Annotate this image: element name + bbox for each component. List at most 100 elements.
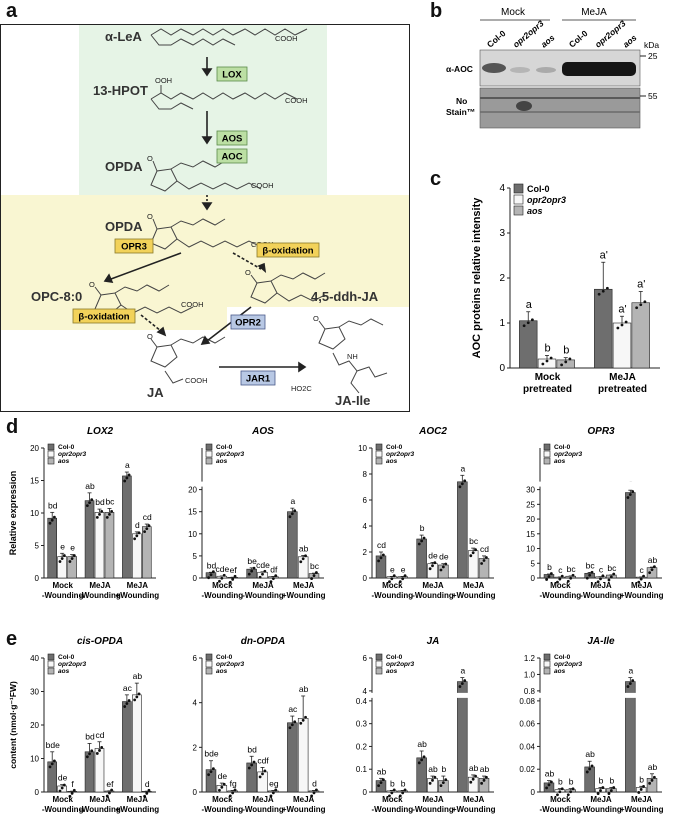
category-label: +Wounding	[452, 591, 496, 600]
data-point	[541, 362, 545, 366]
bar	[287, 722, 298, 793]
data-point	[433, 775, 437, 779]
data-point	[100, 509, 104, 513]
legend-swatch	[375, 450, 383, 458]
svg-text:O: O	[89, 280, 95, 289]
significance-letter: c	[640, 565, 645, 575]
significance-letter: e	[60, 541, 65, 551]
category-label: -Wounding	[242, 591, 284, 600]
data-point	[439, 568, 443, 572]
category-label: MeJA	[252, 581, 274, 590]
data-point	[85, 755, 89, 759]
data-point	[639, 788, 643, 791]
svg-text:COOH: COOH	[251, 181, 274, 190]
significance-letter: b	[547, 562, 552, 572]
data-point	[428, 781, 432, 785]
y-tick-label: 0.08	[519, 697, 535, 706]
significance-letter: be	[247, 556, 257, 566]
legend-swatch	[543, 660, 551, 668]
data-point	[220, 785, 224, 789]
chart-aoc2: 0246810cdbaedebcedecdMock-WoundingMeJA-W…	[358, 426, 496, 600]
significance-letter: de	[439, 552, 449, 562]
legend-swatch	[543, 450, 551, 458]
significance-letter: ab	[299, 543, 309, 553]
data-point	[133, 698, 137, 702]
blot-group-meja: MeJA	[581, 7, 607, 18]
category-label: MeJA	[631, 795, 653, 804]
significance-letter: ab	[428, 764, 438, 774]
category-label: -Wounding	[540, 805, 582, 814]
legend-label: Col-0	[216, 654, 233, 661]
significance-letter: bc	[469, 536, 479, 546]
legend-label: aos	[386, 668, 398, 675]
data-point	[433, 561, 437, 565]
legend-label: opr2opr3	[554, 661, 583, 668]
data-point	[288, 726, 292, 730]
y-tick-label: 20	[30, 444, 39, 453]
category-label: -Wounding	[372, 805, 414, 814]
blot-no-stain-membrane	[479, 87, 641, 129]
data-point	[299, 721, 303, 725]
data-point	[417, 761, 421, 765]
data-point	[274, 788, 278, 792]
data-point	[566, 793, 570, 797]
data-point	[218, 788, 221, 792]
legend-swatch	[205, 450, 213, 458]
y-tick-label: 0	[35, 574, 40, 583]
significance-letter: bde	[46, 740, 60, 750]
data-point	[70, 791, 74, 795]
data-point	[460, 682, 464, 685]
svg-text:COOH: COOH	[185, 376, 208, 385]
y-tick-label: 5	[35, 542, 40, 551]
legend-swatch	[543, 443, 551, 451]
category-label: MeJA	[631, 581, 653, 590]
legend-swatch	[47, 450, 55, 458]
significance-letter: cd	[480, 544, 489, 554]
significance-letter: e	[70, 543, 75, 553]
data-point	[123, 479, 127, 483]
y-axis-label: Relative expression	[8, 471, 18, 556]
legend-swatch	[47, 667, 55, 675]
data-point	[50, 762, 54, 766]
bar	[625, 492, 636, 579]
data-point	[68, 560, 72, 563]
category-label: Mock	[550, 795, 571, 804]
data-point	[642, 785, 645, 788]
category-label: -Wounding	[372, 591, 414, 600]
enzyme-lox: LOX	[222, 70, 242, 81]
data-point	[127, 473, 131, 477]
data-point	[441, 565, 445, 569]
legend-label: aos	[216, 668, 228, 675]
y-tick-label: 15	[188, 508, 197, 517]
svg-text:O: O	[147, 332, 153, 341]
significance-letter: bd	[247, 744, 257, 754]
chart-title: OPR3	[587, 426, 615, 437]
data-point	[110, 788, 114, 792]
data-point	[620, 323, 624, 327]
axis-break	[536, 481, 662, 487]
legend-swatch	[375, 660, 383, 668]
compound-opc-8-0: OPC-8:0	[31, 289, 82, 304]
data-point	[310, 577, 314, 580]
y-tick-label: 2	[499, 273, 505, 284]
data-point	[549, 356, 553, 360]
data-point	[650, 778, 654, 782]
chart-title: JA	[427, 636, 440, 647]
data-point	[125, 702, 129, 705]
category-label: +Wounding	[620, 591, 664, 600]
data-point	[228, 580, 232, 584]
data-point	[48, 765, 52, 769]
blot-kda-25: 25	[648, 51, 658, 61]
significance-letter: bc	[105, 496, 115, 506]
y-tick-label: 3	[499, 228, 505, 239]
data-point	[637, 791, 641, 794]
significance-letter: bd	[48, 500, 58, 510]
data-point	[639, 577, 643, 581]
data-point	[98, 512, 101, 516]
significance-letter: a'	[600, 249, 608, 261]
data-point	[228, 794, 232, 798]
legend-label: opr2opr3	[386, 661, 415, 668]
compound-opda-1: OPDA	[105, 159, 143, 174]
data-point	[439, 784, 443, 788]
significance-letter: cde	[256, 560, 270, 570]
